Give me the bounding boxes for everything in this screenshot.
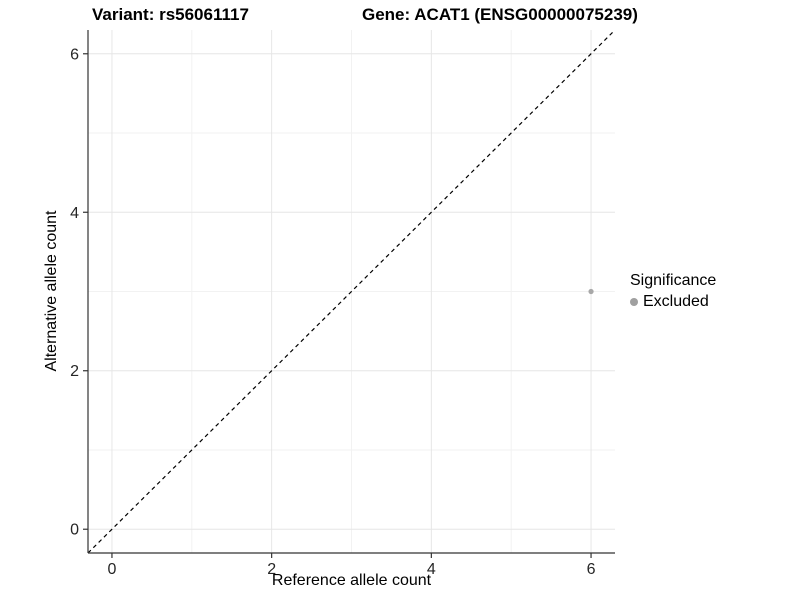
x-axis-title: Reference allele count xyxy=(271,572,432,589)
y-tick-label: 6 xyxy=(70,46,79,63)
legend-item-label: Excluded xyxy=(643,293,709,310)
x-tick-label: 4 xyxy=(427,561,436,578)
y-tick-label: 0 xyxy=(70,522,79,539)
y-tick-label: 4 xyxy=(70,205,79,222)
x-tick-label: 6 xyxy=(587,561,596,578)
legend-item-excluded: Excluded xyxy=(630,293,716,311)
plot-title-gene: Gene: ACAT1 (ENSG00000075239) xyxy=(362,5,638,24)
y-tick-label: 2 xyxy=(70,363,79,380)
legend: Significance Excluded xyxy=(630,272,716,311)
legend-point-icon xyxy=(630,298,638,306)
x-tick-label: 0 xyxy=(108,561,117,578)
legend-title: Significance xyxy=(630,272,717,289)
plot-title-variant: Variant: rs56061117 xyxy=(92,5,249,24)
x-tick-label: 2 xyxy=(267,561,276,578)
data-point xyxy=(588,288,594,295)
y-axis-title: Alternative allele count xyxy=(43,210,60,372)
identity-reference-line xyxy=(87,29,616,554)
